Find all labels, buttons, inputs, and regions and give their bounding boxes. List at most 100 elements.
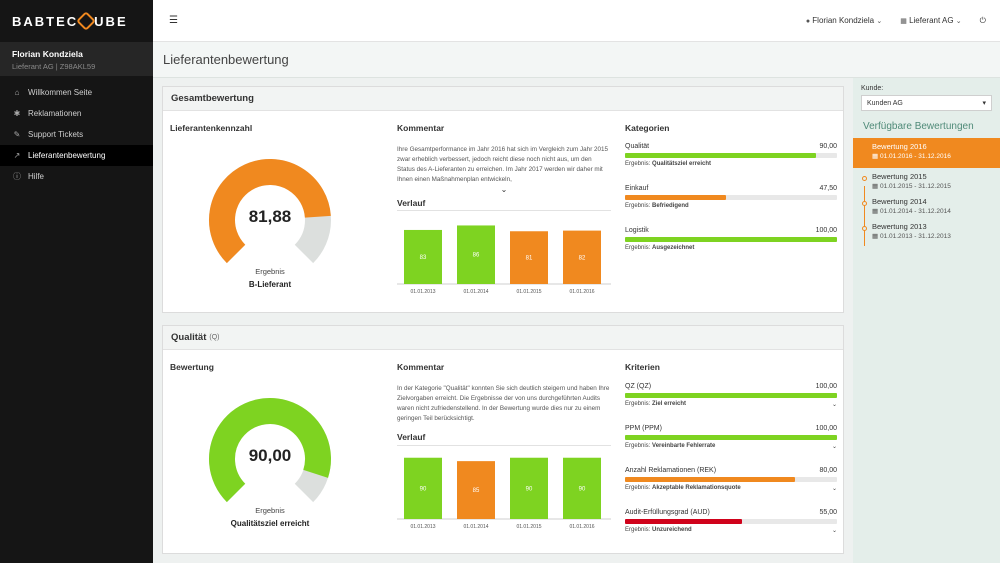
chart-bar-label: 83	[420, 255, 427, 261]
chevron-down-icon: ⌄	[955, 18, 962, 25]
evaluation-item[interactable]: Bewertung 2014 ▦ 01.01.2014 - 31.12.2014	[853, 193, 1000, 218]
building-icon: ▦	[900, 18, 907, 25]
chart-bar-label: 90	[579, 486, 586, 492]
chevron-down-icon[interactable]: ⌄	[831, 528, 837, 534]
evaluation-item[interactable]: Bewertung 2016 ▦ 01.01.2016 - 31.12.2016	[853, 138, 1000, 168]
calendar-icon: ▦	[872, 183, 879, 190]
gauge-fill	[209, 159, 331, 264]
chart-bar[interactable]	[404, 229, 442, 284]
user-menu[interactable]: ● Florian Kondziela ⌄	[806, 16, 882, 25]
verlauf-title: Verlauf	[397, 198, 426, 208]
criteria-value: 55,00	[819, 509, 837, 516]
criteria-result-label: Ergebnis:	[625, 443, 651, 449]
progress-fill	[625, 519, 742, 524]
chevron-down-icon[interactable]: ⌄	[831, 486, 837, 492]
criteria-name: QZ (QZ)	[625, 383, 652, 390]
criteria-result: Befriedigend	[652, 203, 689, 209]
evaluations-title: Verfügbare Bewertungen	[863, 121, 974, 132]
criteria-item[interactable]: PPM (PPM) 100,00 Ergebnis: Vereinbarte Fe…	[625, 425, 837, 450]
kommentar-text: In der Kategorie "Qualität" konnten Sie …	[397, 385, 610, 422]
evaluation-item[interactable]: Bewertung 2015 ▦ 01.01.2015 - 31.12.2015	[853, 168, 1000, 193]
home-icon: ⌂	[14, 88, 20, 97]
evaluation-dates: 01.01.2016 - 31.12.2016	[879, 153, 951, 160]
panel-title: Gesamtbewertung	[163, 87, 843, 111]
chart-tick-label: 01.01.2016	[569, 289, 594, 295]
criteria-result: Ausgezeichnet	[652, 245, 695, 251]
chevron-down-icon[interactable]: ⌄	[831, 402, 837, 408]
criteria-item[interactable]: QZ (QZ) 100,00 Ergebnis: Ziel erreicht ⌄	[625, 383, 837, 408]
chart-bar[interactable]	[457, 225, 495, 284]
chart-bar[interactable]	[510, 231, 548, 284]
chart-bar-label: 86	[473, 253, 480, 259]
criteria-result-label: Ergebnis:	[625, 203, 651, 209]
criteria-result-label: Ergebnis:	[625, 527, 651, 533]
wrench-icon: ✎	[13, 130, 21, 139]
kommentar-column: Kommentar Ihre Gesamtperformance im Jahr…	[397, 123, 611, 304]
chart-bar[interactable]	[510, 457, 548, 519]
chart-bar[interactable]	[563, 230, 601, 284]
criteria-item: Qualität 90,00 Ergebnis: Qualitätsziel er…	[625, 143, 837, 167]
info-icon: ⓘ	[13, 172, 21, 181]
gesamtbewertung-panel: Gesamtbewertung Lieferantenkennzahl 81,8…	[162, 86, 844, 313]
kriterien-title: Kriterien	[625, 362, 660, 372]
chart-tick-label: 01.01.2013	[410, 289, 435, 295]
criteria-result: Akzeptable Reklamationsquote	[652, 485, 741, 491]
calendar-icon: ▦	[872, 208, 879, 215]
criteria-name: Anzahl Reklamationen (REK)	[625, 467, 717, 474]
user-box: Florian Kondziela Lieferant AG | Z98AKL5…	[0, 42, 153, 76]
progress-fill	[625, 393, 837, 398]
logo-text-right: UBE	[94, 13, 128, 29]
chart-bar[interactable]	[404, 457, 442, 519]
criteria-result: Ziel erreicht	[652, 401, 687, 407]
criteria-name: Logistik	[625, 227, 649, 234]
progress-bar	[625, 519, 837, 524]
criteria-result-label: Ergebnis:	[625, 245, 651, 251]
bewertung-column: Bewertung 90,00 Ergebnis Qualitätsziel e…	[170, 362, 370, 536]
criteria-item: Einkauf 47,50 Ergebnis: Befriedigend	[625, 185, 837, 209]
sidebar-item-support-tickets[interactable]: ✎ Support Tickets	[0, 124, 153, 145]
sidebar-item-lieferantenbewertung[interactable]: ↗ Lieferantenbewertung	[0, 145, 153, 166]
sidebar-item-hilfe[interactable]: ⓘ Hilfe	[0, 166, 153, 187]
criteria-item[interactable]: Audit-Erfüllungsgrad (AUD) 55,00 Ergebnis…	[625, 509, 837, 534]
kunde-select[interactable]: Kunden AG ▾	[861, 95, 992, 111]
criteria-value: 100,00	[815, 383, 837, 390]
progress-fill	[625, 477, 795, 482]
gauge-result-label: Ergebnis	[255, 506, 285, 515]
progress-bar	[625, 237, 837, 242]
criteria-value: 90,00	[819, 143, 837, 150]
chart-bar-label: 90	[526, 486, 533, 492]
chart-bar[interactable]	[563, 457, 601, 519]
power-icon[interactable]: ⏻	[979, 15, 986, 25]
evaluations-sidebar: Kunde: Kunden AG ▾ Verfügbare Bewertunge…	[853, 78, 1000, 563]
score-gauge	[209, 398, 331, 503]
sidebar-item-label: Lieferantenbewertung	[28, 151, 106, 160]
chart-bar-label: 81	[526, 256, 533, 262]
verlauf-chart: 83 01.01.2013 86 01.01.2014 81 01.01.2015 82 01…	[397, 210, 611, 295]
chart-tick-label: 01.01.2015	[516, 289, 541, 295]
chart-bar[interactable]	[457, 461, 495, 519]
kommentar-column: Kommentar In der Kategorie "Qualität" ko…	[397, 362, 611, 539]
kunde-select-value: Kunden AG	[867, 99, 903, 107]
sidebar-item-reklamationen[interactable]: ✱ Reklamationen	[0, 103, 153, 124]
sidebar-item-willkommen-seite[interactable]: ⌂ Willkommen Seite	[0, 82, 153, 103]
evaluation-item[interactable]: Bewertung 2013 ▦ 01.01.2013 - 31.12.2013	[853, 218, 1000, 243]
criteria-result: Unzureichend	[652, 527, 692, 533]
calendar-icon: ▦	[872, 233, 879, 240]
criteria-value: 80,00	[819, 467, 837, 474]
expand-chevron-icon[interactable]: ⌄	[500, 185, 508, 194]
chart-bar-label: 82	[579, 255, 586, 261]
sidebar-item-label: Reklamationen	[28, 109, 82, 118]
chart-icon: ↗	[13, 151, 21, 160]
chevron-down-icon[interactable]: ⌄	[831, 444, 837, 450]
menu-icon[interactable]: ☰	[169, 15, 178, 26]
criteria-item[interactable]: Anzahl Reklamationen (REK) 80,00 Ergebnis…	[625, 467, 837, 492]
user-icon: ●	[805, 18, 811, 25]
logo[interactable]: BABTEC UBE	[0, 0, 153, 42]
chart-bar-label: 90	[420, 486, 427, 492]
gauge-value: 81,88	[248, 207, 292, 226]
criteria-result: Qualitätsziel erreicht	[652, 161, 712, 167]
criteria-value: 100,00	[815, 425, 837, 432]
gauge-result: Qualitätsziel erreicht	[230, 519, 310, 528]
kennzahl-column: Lieferantenkennzahl 81,88 Ergebnis B-Lie…	[170, 123, 370, 297]
company-menu[interactable]: ▦ Lieferant AG ⌄	[900, 16, 961, 25]
